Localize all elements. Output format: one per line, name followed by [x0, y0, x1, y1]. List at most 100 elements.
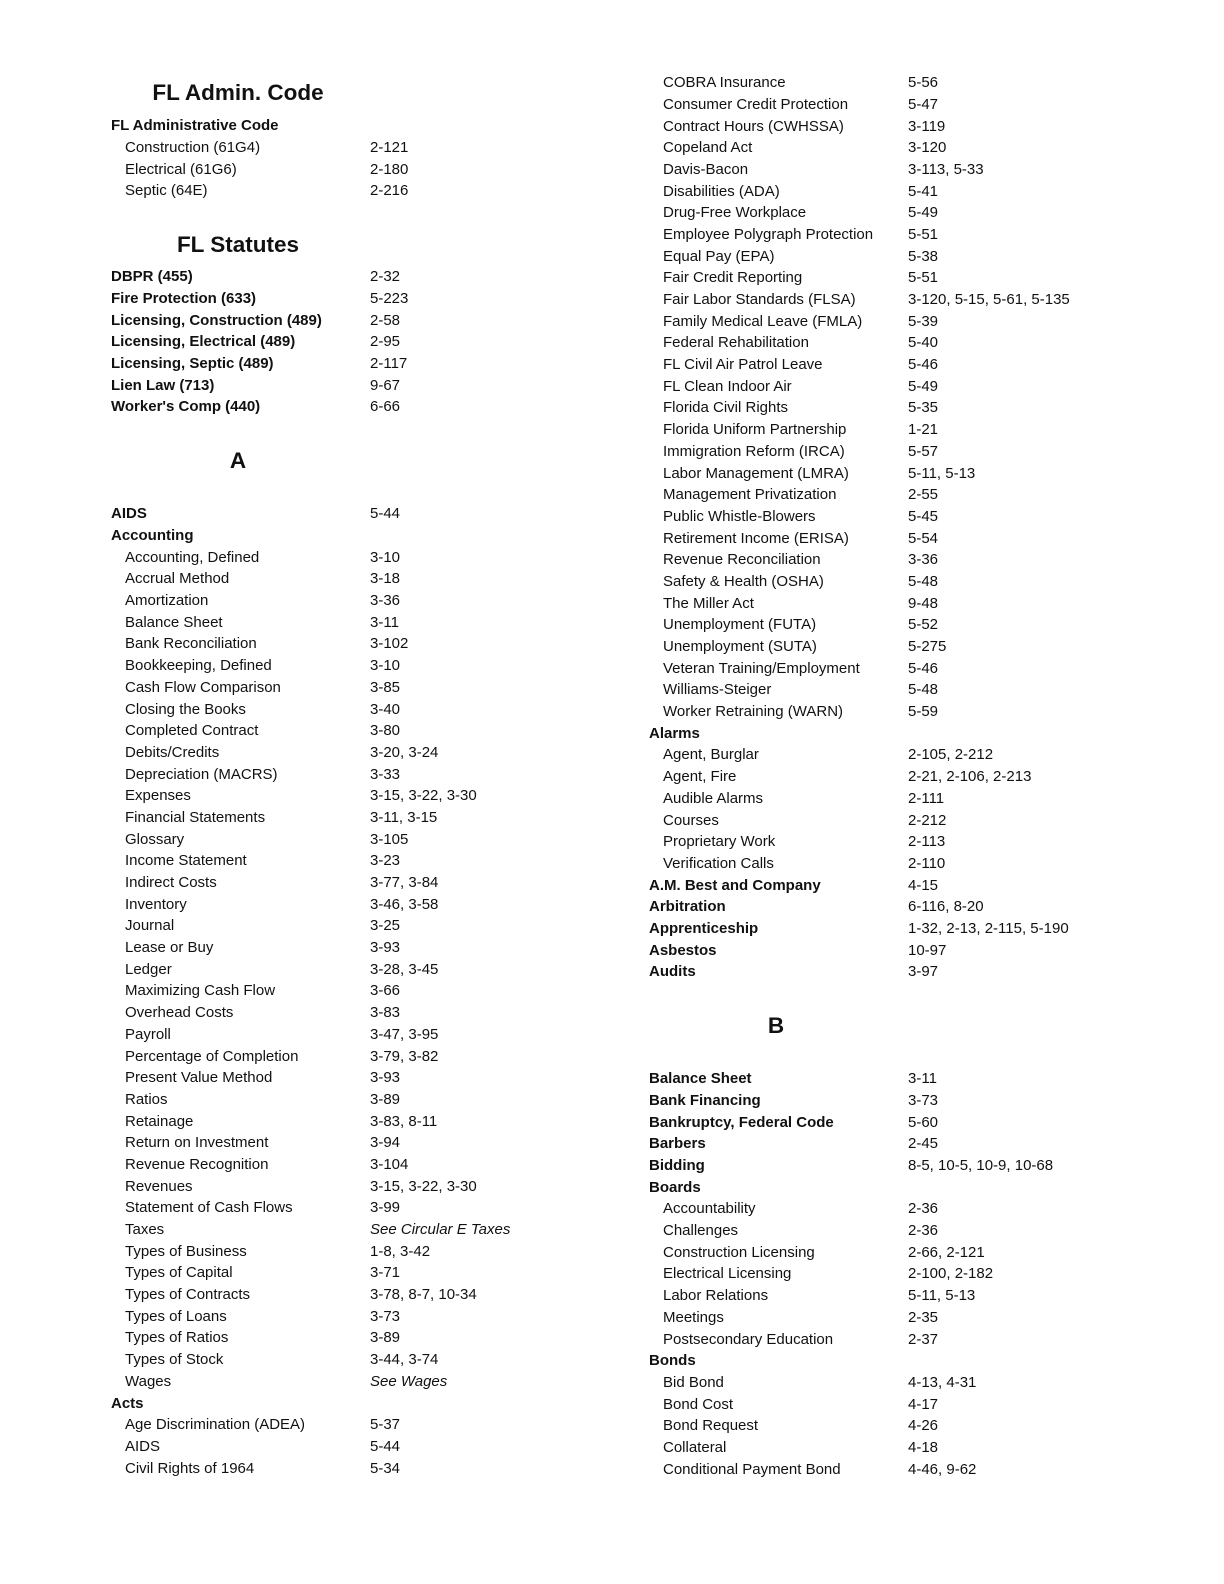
- page-reference: 3-25: [370, 917, 401, 935]
- index-subentry: Construction Licensing 2-66, 2-121: [649, 1242, 1169, 1264]
- entry-label: Accrual Method: [125, 570, 230, 588]
- index-subentry: Types of Ratios 3-89: [111, 1327, 631, 1349]
- index-subentry: Accounting, Defined 3-10: [111, 547, 631, 569]
- index-subentry: Fair Credit Reporting 5-51: [649, 267, 1169, 289]
- index-subentry: Proprietary Work 2-113: [649, 831, 1169, 853]
- index-subentry: Types of Stock 3-44, 3-74: [111, 1349, 631, 1371]
- entry-label: Inventory: [125, 895, 187, 913]
- page-reference: 2-55: [908, 486, 939, 504]
- index-subentry: Electrical Licensing 2-100, 2-182: [649, 1263, 1169, 1285]
- entry-label: Electrical Licensing: [663, 1265, 792, 1283]
- index-subentry: Percentage of Completion 3-79, 3-82: [111, 1046, 631, 1068]
- page-reference: 2-105, 2-212: [908, 746, 994, 764]
- entry-label: FL Administrative Code: [111, 117, 279, 135]
- index-subentry: Bond Request 4-26: [649, 1415, 1169, 1437]
- page-reference: 3-71: [370, 1264, 401, 1282]
- page-reference: 8-5, 10-5, 10-9, 10-68: [908, 1157, 1054, 1175]
- page-reference: 5-59: [908, 703, 939, 721]
- page-reference: 4-17: [908, 1395, 939, 1413]
- entry-label: Immigration Reform (IRCA): [663, 442, 845, 460]
- entry-label: Postsecondary Education: [663, 1330, 834, 1348]
- index-subentry: Revenue Reconciliation 3-36: [649, 549, 1169, 571]
- entry-label: Revenue Reconciliation: [663, 551, 821, 569]
- index-subentry: Retirement Income (ERISA) 5-54: [649, 528, 1169, 550]
- entry-label: Collateral: [663, 1438, 727, 1456]
- index-subentry: Bank Reconciliation 3-102: [111, 633, 631, 655]
- entry-label: Alarms: [649, 724, 700, 742]
- entry-label: FL Clean Indoor Air: [663, 377, 792, 395]
- page-reference: 3-11: [370, 613, 399, 631]
- page-reference: 5-275: [908, 638, 947, 656]
- index-subentry: Collateral 4-18: [649, 1437, 1169, 1459]
- index-subentry: Expenses 3-15, 3-22, 3-30: [111, 785, 631, 807]
- entry-label: Construction (61G4): [125, 138, 261, 156]
- entry-label: Federal Rehabilitation: [663, 334, 809, 352]
- entry-label: Accountability: [663, 1200, 756, 1218]
- entry-label: Income Statement: [125, 852, 247, 870]
- page-reference: 3-10: [370, 657, 401, 675]
- index-entry: Arbitration 6-116, 8-20: [649, 896, 1169, 918]
- entry-label: Boards: [649, 1178, 701, 1196]
- index-entry: Accounting: [111, 525, 631, 547]
- index-subentry: Maximizing Cash Flow 3-66: [111, 980, 631, 1002]
- section-heading: FL Statutes: [176, 232, 300, 258]
- page-reference: 2-58: [370, 311, 401, 329]
- entry-label: Accounting, Defined: [125, 548, 260, 566]
- index-subentry: Types of Capital 3-71: [111, 1262, 631, 1284]
- page-reference: 3-89: [370, 1090, 401, 1108]
- section-heading: FL Admin. Code: [152, 80, 324, 105]
- entry-label: Meetings: [663, 1308, 724, 1326]
- entry-label: Taxes: [125, 1221, 165, 1238]
- page-reference: 3-80: [370, 722, 401, 740]
- index-subentry: Revenue Recognition 3-104: [111, 1154, 631, 1176]
- page-reference: 3-113, 5-33: [908, 160, 984, 178]
- page-reference: 1-8, 3-42: [370, 1242, 431, 1260]
- page-reference: 3-97: [908, 963, 939, 981]
- index-entry: DBPR (455) 2-32: [111, 266, 631, 288]
- entry-label: Unemployment (FUTA): [663, 616, 817, 634]
- entry-label: Amortization: [125, 592, 209, 610]
- index-subentry: Worker Retraining (WARN) 5-59: [649, 701, 1169, 723]
- page-reference: 2-95: [370, 333, 401, 351]
- page-reference: 2-32: [370, 268, 401, 286]
- index-subentry: Courses 2-212: [649, 810, 1169, 832]
- entry-label: Ledger: [125, 960, 172, 978]
- page-reference: 3-11: [908, 1070, 937, 1088]
- page-reference: 3-99: [370, 1199, 401, 1217]
- index-entry: AIDS 5-44: [111, 503, 631, 525]
- index-subentry: Electrical (61G6) 2-180: [111, 159, 631, 181]
- page-reference: 2-36: [908, 1222, 939, 1240]
- index-subentry: Drug-Free Workplace 5-49: [649, 202, 1169, 224]
- index-subentry: Safety & Health (OSHA) 5-48: [649, 571, 1169, 593]
- page-reference: 3-85: [370, 678, 401, 696]
- entry-label: Balance Sheet: [649, 1070, 752, 1088]
- page-reference: 3-23: [370, 852, 401, 870]
- entry-label: Acts: [111, 1394, 144, 1412]
- page-reference: 3-73: [370, 1307, 401, 1325]
- index-entry: Licensing, Electrical (489) 2-95: [111, 331, 631, 353]
- page-reference: 3-78, 8-7, 10-34: [370, 1286, 477, 1304]
- index-entry: Balance Sheet 3-11: [649, 1068, 1169, 1090]
- entry-label: Barbers: [649, 1135, 706, 1153]
- page-reference: 3-79, 3-82: [370, 1047, 439, 1065]
- index-subentry: Labor Relations 5-11, 5-13: [649, 1285, 1169, 1307]
- entry-label: Fair Labor Standards (FLSA): [663, 291, 856, 309]
- index-subentry: Verification Calls 2-110: [649, 853, 1169, 875]
- index-subentry: Agent, Burglar 2-105, 2-212: [649, 744, 1169, 766]
- index-subentry: Public Whistle-Blowers 5-45: [649, 506, 1169, 528]
- entry-label: Conditional Payment Bond: [663, 1460, 841, 1478]
- entry-label: Bonds: [649, 1352, 696, 1370]
- entry-label: Construction Licensing: [663, 1243, 815, 1261]
- index-subentry: Construction (61G4) 2-121: [111, 137, 631, 159]
- entry-label: Florida Uniform Partnership: [663, 421, 847, 439]
- entry-label: Licensing, Electrical (489): [111, 333, 296, 351]
- page-reference: 5-46: [908, 659, 939, 677]
- page-reference: 2-216: [370, 182, 409, 200]
- page-reference: 2-110: [908, 854, 946, 872]
- page-reference: 2-66, 2-121: [908, 1243, 985, 1261]
- entry-label: Veteran Training/Employment: [663, 659, 860, 677]
- index-subentry: Balance Sheet 3-11: [111, 612, 631, 634]
- entry-label: Revenue Recognition: [125, 1155, 269, 1173]
- index-entry: A.M. Best and Company 4-15: [649, 875, 1169, 897]
- index-subentry: Debits/Credits 3-20, 3-24: [111, 742, 631, 764]
